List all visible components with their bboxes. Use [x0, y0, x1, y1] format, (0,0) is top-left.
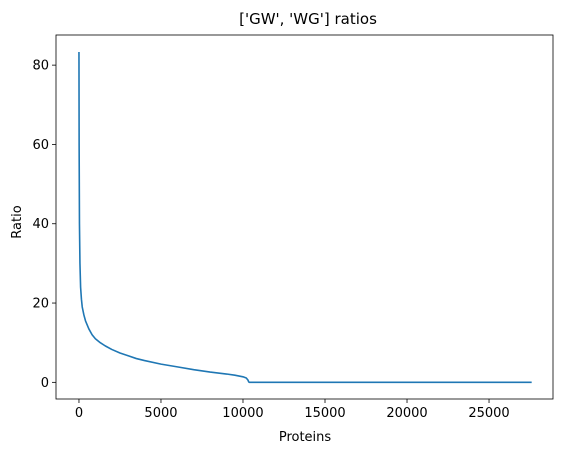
y-tick-label: 80 [32, 59, 49, 74]
series-line [78, 52, 532, 384]
x-tick-label: 25000 [468, 406, 509, 421]
y-axis: 0 20 40 60 80 [32, 59, 56, 391]
y-tick-label: 40 [32, 217, 49, 232]
y-tick-label: 0 [41, 376, 49, 391]
x-tick-label: 15000 [304, 406, 345, 421]
y-axis-label: Ratio [10, 205, 25, 238]
x-axis: 0 5000 10000 15000 20000 25000 [75, 399, 510, 421]
plot-frame [55, 34, 554, 400]
plot-area [78, 52, 532, 384]
x-tick-label: 5000 [144, 406, 177, 421]
x-axis-label: Proteins [279, 430, 332, 445]
x-tick-label: 10000 [222, 406, 263, 421]
x-tick-label: 0 [75, 406, 83, 421]
chart-title: ['GW', 'WG'] ratios [239, 10, 377, 28]
y-tick-label: 60 [32, 138, 49, 153]
y-tick-label: 20 [32, 297, 49, 312]
x-tick-label: 20000 [386, 406, 427, 421]
